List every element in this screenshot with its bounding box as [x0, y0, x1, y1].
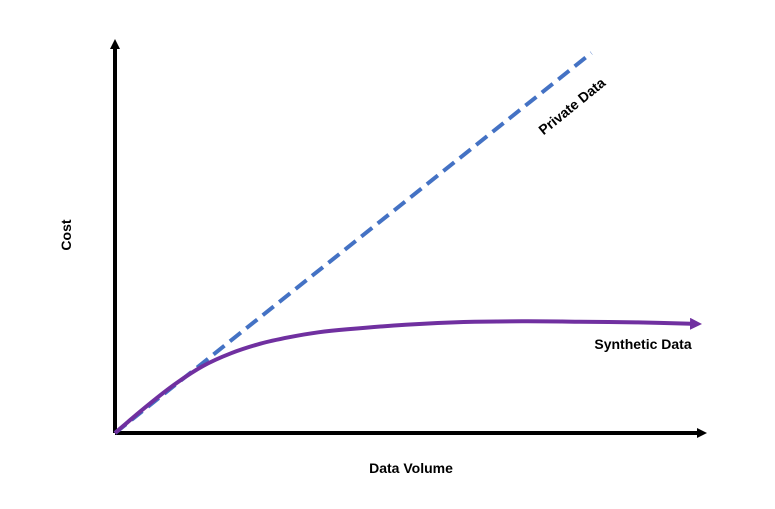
series-line-private-data: [113, 51, 593, 435]
series-label-synthetic-data: Synthetic Data: [594, 336, 691, 352]
series-label-private-data: Private Data: [535, 74, 608, 138]
y-axis-label: Cost: [58, 219, 74, 250]
x-axis-label: Data Volume: [369, 460, 453, 476]
series-line-synthetic-data: [113, 317, 702, 435]
